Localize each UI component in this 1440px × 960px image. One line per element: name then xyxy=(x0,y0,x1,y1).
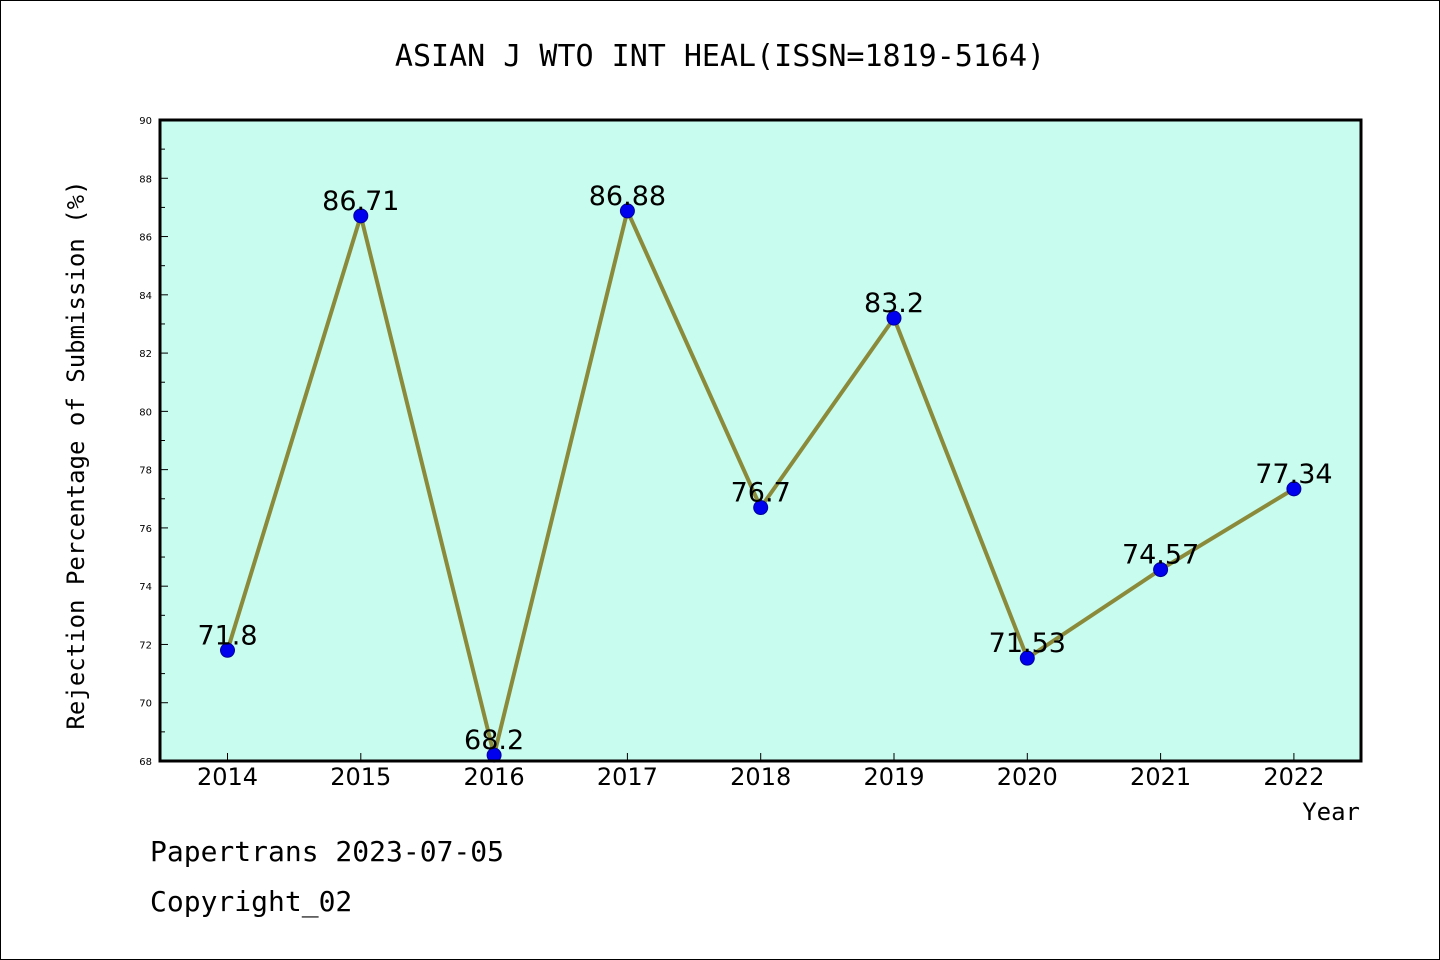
data-label: 83.2 xyxy=(864,288,924,319)
x-tick-label: 2021 xyxy=(1130,763,1191,791)
data-point xyxy=(619,203,635,219)
y-tick-label: 90 xyxy=(139,116,152,127)
data-label: 76.7 xyxy=(731,478,791,509)
footer-date: Papertrans 2023-07-05 xyxy=(150,835,505,868)
data-labels: 71.8 86.71 68.2 86.88 76.7 83.2 71.53 74.57 77.3… xyxy=(197,181,1332,756)
data-point xyxy=(1286,481,1302,497)
y-tick-label: 80 xyxy=(139,407,152,418)
y-tick-label: 76 xyxy=(139,524,152,535)
y-axis-label: Rejection Percentage of Submission (%) xyxy=(62,180,90,729)
data-point xyxy=(753,500,769,516)
data-label: 71.53 xyxy=(989,628,1066,659)
x-tick-label: 2016 xyxy=(464,763,525,791)
data-point xyxy=(1153,562,1169,578)
y-tick-label: 72 xyxy=(139,640,152,651)
data-point xyxy=(220,642,235,658)
data-point xyxy=(1019,650,1035,666)
footer-copyright: Copyright_02 xyxy=(150,885,353,918)
plot-border xyxy=(158,118,1363,763)
y-tick-label: 88 xyxy=(139,174,152,185)
data-label: 77.34 xyxy=(1255,459,1332,490)
x-axis-label: Year xyxy=(1302,798,1360,826)
x-tick-label: 2015 xyxy=(330,763,391,791)
x-tick-label: 2020 xyxy=(997,763,1058,791)
data-label: 86.71 xyxy=(322,186,399,217)
chart-title: ASIAN J WTO INT HEAL(ISSN=1819-5164) xyxy=(395,39,1045,74)
data-label: 86.88 xyxy=(589,181,666,212)
y-tick-label: 68 xyxy=(139,757,152,768)
data-point xyxy=(353,208,369,224)
y-tick-label: 74 xyxy=(139,582,152,593)
y-tick-label: 70 xyxy=(139,699,152,710)
x-tick-label: 2019 xyxy=(863,763,924,791)
data-label: 74.57 xyxy=(1122,540,1199,571)
data-point xyxy=(886,310,902,326)
y-tick-label: 84 xyxy=(139,291,152,302)
plot-area xyxy=(160,120,1361,761)
x-tick-label: 2018 xyxy=(730,763,791,791)
y-tick-label: 82 xyxy=(139,349,152,360)
x-tick-label: 2017 xyxy=(597,763,658,791)
y-tick-label: 86 xyxy=(139,233,152,244)
data-label: 68.2 xyxy=(464,725,524,756)
data-label: 71.8 xyxy=(197,620,257,651)
x-axis: 2014 2015 2016 2017 2018 2019 2020 2021 2022 xyxy=(197,753,1324,791)
y-tick-label: 78 xyxy=(139,466,152,477)
x-tick-label: 2014 xyxy=(197,763,258,791)
x-tick-label: 2022 xyxy=(1263,763,1324,791)
series-line xyxy=(220,203,1302,763)
